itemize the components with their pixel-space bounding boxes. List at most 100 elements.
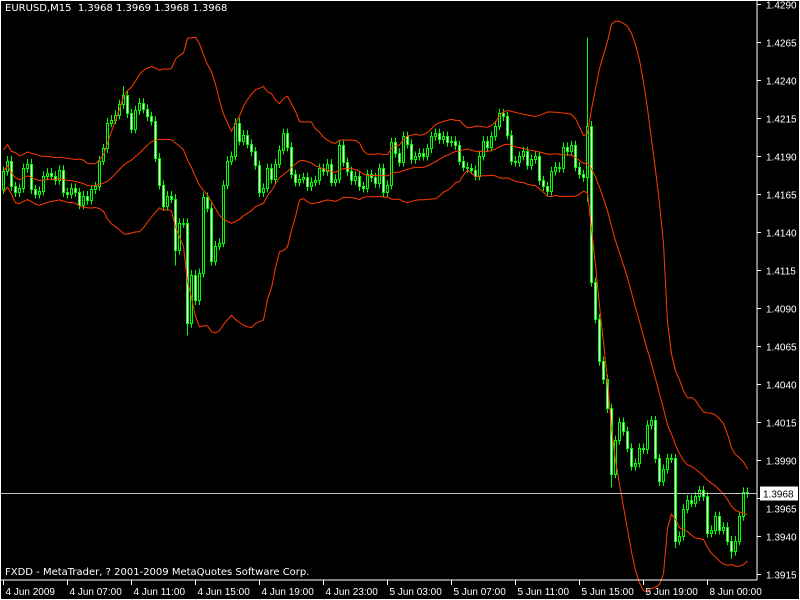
bull-candle-body: [222, 185, 225, 244]
bear-candle-body: [382, 168, 385, 193]
candle: [222, 180, 225, 248]
candle: [394, 137, 397, 158]
candles-layer: [2, 37, 749, 559]
current-price-box: [760, 486, 798, 501]
candle: [558, 162, 561, 173]
bull-candle-body: [710, 530, 713, 534]
bull-candle-body: [46, 173, 49, 177]
candle: [694, 491, 697, 508]
candle: [454, 136, 457, 150]
bull-candle-body: [334, 179, 337, 183]
price-axis[interactable]: 1.4290 1.4265 1.4240 1.4215 1.4190 1.4165 1.41…: [757, 1, 797, 582]
bear-candle-body: [34, 189, 37, 195]
ohlc-quote: 1.3968 1.3969 1.3968 1.3968: [77, 3, 228, 14]
candle: [482, 136, 485, 161]
bull-candle-body: [182, 223, 185, 225]
bull-candle-body: [26, 164, 29, 169]
bear-candle-body: [290, 147, 293, 175]
bull-candle-body: [522, 151, 525, 157]
candle: [126, 90, 129, 118]
bull-candle-body: [666, 458, 669, 470]
price-tick-label: 1.4190: [766, 153, 797, 164]
candle: [338, 140, 341, 184]
candle: [554, 162, 557, 176]
bollinger-bands-layer: [3, 20, 748, 593]
bull-candle-body: [242, 135, 245, 142]
bull-candle-body: [682, 509, 685, 537]
candle: [510, 130, 513, 166]
bull-candle-body: [42, 176, 45, 192]
bear-candle-body: [342, 145, 345, 163]
candle: [734, 536, 737, 556]
bull-candle-body: [738, 516, 741, 542]
candle: [130, 108, 133, 134]
candle: [294, 169, 297, 187]
price-tick-label: 1.3915: [766, 571, 797, 582]
bull-candle-body: [662, 469, 665, 482]
candle: [202, 192, 205, 278]
bear-candle-body: [730, 541, 733, 552]
candle: [646, 420, 649, 454]
candle: [226, 156, 229, 190]
candle: [442, 131, 445, 144]
price-tick-label: 1.4115: [766, 267, 796, 278]
bull-candle-body: [434, 133, 437, 137]
candle: [738, 511, 741, 546]
candle: [282, 128, 285, 155]
candle: [250, 139, 253, 156]
candle: [74, 183, 77, 198]
bear-candle-body: [74, 188, 77, 193]
candle: [566, 142, 569, 156]
bull-candle-body: [94, 186, 97, 190]
bear-candle-body: [270, 168, 273, 180]
candle: [730, 536, 733, 559]
candle: [26, 159, 29, 173]
candle: [682, 504, 685, 541]
candle: [378, 163, 381, 188]
candle: [498, 108, 501, 131]
bear-candle-body: [514, 161, 517, 163]
bull-candle-body: [646, 425, 649, 450]
bear-candle-body: [610, 408, 613, 475]
copyright-text: FXDD - MetaTrader, ? 2001-2009 MetaQuote…: [5, 567, 310, 578]
bollinger-lower-band: [3, 169, 748, 593]
bull-candle-body: [302, 177, 305, 180]
time-tick-label: 5 Jun 07:00: [454, 587, 507, 598]
bull-candle-body: [82, 196, 85, 206]
bear-candle-body: [130, 113, 133, 130]
candle: [594, 277, 597, 324]
time-tick-label: 4 Jun 2009: [6, 587, 56, 598]
bull-candle-body: [482, 141, 485, 157]
time-axis[interactable]: 4 Jun 2009 4 Jun 07:00 4 Jun 11:00 4 Jun 15…: [3, 580, 763, 598]
candle: [438, 128, 441, 144]
candle: [310, 177, 313, 191]
bear-candle-body: [306, 177, 309, 187]
bear-candle-body: [486, 141, 489, 148]
bear-candle-body: [50, 173, 53, 177]
candle: [710, 525, 713, 538]
candle: [334, 174, 337, 187]
candle: [530, 154, 533, 170]
bear-candle-body: [458, 145, 461, 162]
candle: [274, 159, 277, 184]
bull-candle-body: [714, 516, 717, 531]
candle: [246, 130, 249, 149]
bear-candle-body: [294, 174, 297, 183]
candle: [366, 169, 369, 193]
candle: [666, 453, 669, 474]
bear-candle-body: [398, 153, 401, 163]
bull-candle-body: [318, 168, 321, 181]
bear-candle-body: [330, 164, 333, 183]
candle: [194, 270, 197, 305]
candle: [342, 140, 345, 167]
candle: [686, 494, 689, 514]
bull-candle-body: [298, 179, 301, 183]
bear-candle-body: [322, 168, 325, 172]
candle: [34, 184, 37, 199]
bull-candle-body: [386, 185, 389, 193]
candle: [326, 159, 329, 176]
candle: [42, 171, 45, 196]
bear-candle-body: [630, 448, 633, 467]
bear-candle-body: [466, 167, 469, 169]
